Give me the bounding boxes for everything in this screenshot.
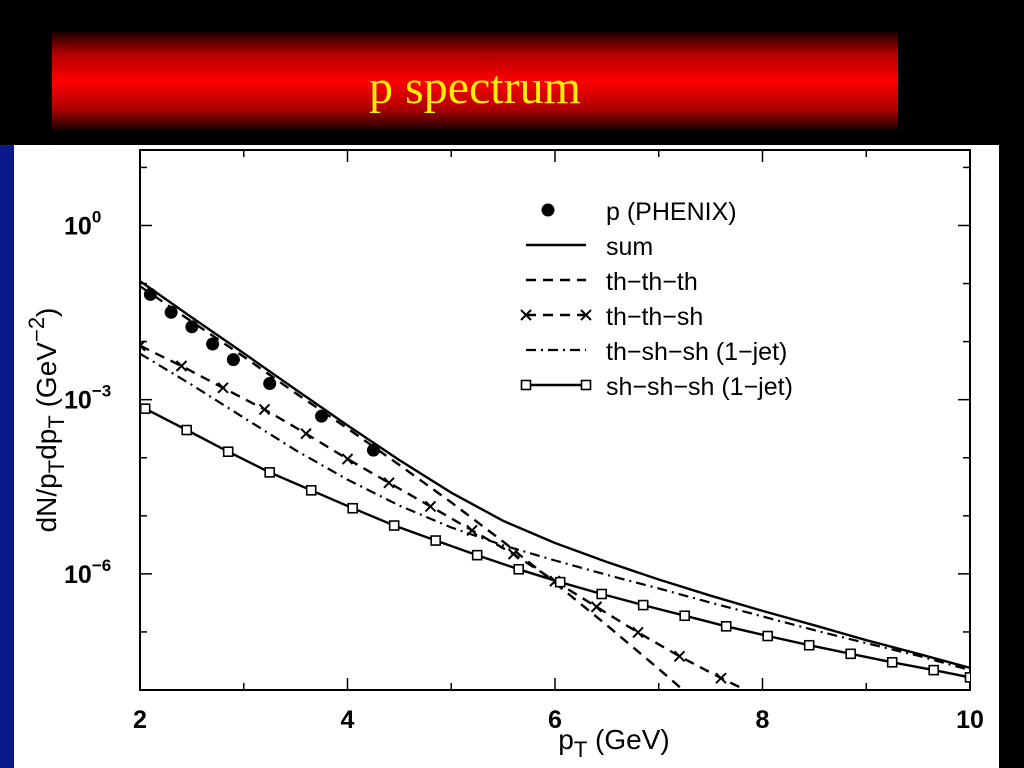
data-point [206,337,220,351]
cross-marker [632,626,644,639]
square-marker [596,588,607,600]
square-marker [430,535,441,546]
data-point [366,443,380,457]
legend-item-p-phenix: p (PHENIX) [541,198,737,226]
x-axis-title: pT (GeV) [558,724,670,762]
y-axis-title-sub2: T [44,415,69,428]
cross-marker [673,650,686,663]
x-axis-title-subscript: T [574,737,587,762]
square-marker [803,639,815,651]
x-axis-title-unit: (GeV) [587,724,669,755]
series-line [140,280,970,670]
title-banner: p spectrum [52,32,898,130]
cross-marker [590,601,603,613]
x-tick-label: 6 [548,706,562,734]
spectrum-chart: 2 4 6 8 10 100 10−3 10−6 p (PHENIX) sum th−th−th t… [24,149,984,762]
y-axis-title-sub1: T [44,460,69,473]
x-axis-title-symbol: p [558,724,574,755]
square-marker [222,446,234,458]
square-marker [388,520,400,531]
legend-label: p (PHENIX) [606,198,737,226]
data-point [541,203,555,217]
legend-label: sum [606,233,653,261]
x-tick-label: 4 [341,706,355,734]
square-marker [520,379,532,391]
legend-item-th-th-sh: th−th−sh [520,303,703,331]
series-th-sh-sh-1-jet [140,352,970,672]
square-marker [554,576,566,588]
series-line [140,285,685,690]
x-tick-label: 10 [956,706,984,734]
y-axis-title-d: ) [31,308,62,317]
slide-title: p spectrum [369,61,581,114]
y-axis-title-c: (GeV [31,342,62,415]
square-marker [845,648,856,660]
y-tick-label: 10−3 [64,382,111,415]
square-marker [720,621,732,632]
series-line [140,344,749,690]
y-tick-label: 10−6 [64,556,111,589]
data-point [263,376,277,390]
series-curves [140,280,970,736]
y-axis-title-exp: −2 [24,317,49,342]
legend-item-sh-sh-sh-1-jet: sh−sh−sh (1−jet) [520,373,793,401]
square-marker [928,664,939,676]
square-marker [762,630,773,642]
slide-left-strip [0,145,14,768]
cross-marker [799,711,809,721]
cross-marker [520,309,532,321]
plot-frame [139,149,971,691]
legend-label: th−th−sh [606,303,703,331]
cross-marker [341,453,354,465]
x-tick-label: 8 [756,706,770,734]
cross-marker [580,309,592,321]
series-sh-sh-sh-1-jet [140,403,970,683]
cross-marker [140,340,146,352]
legend-item-th-th-th: th−th−th [526,268,698,296]
series-line [140,352,970,672]
series-p-phenix [143,287,380,457]
cross-marker [175,360,188,372]
square-marker [181,424,192,436]
square-marker [347,502,358,514]
legend-label: th−sh−sh (1−jet) [606,338,787,366]
cross-marker [383,477,395,489]
legend-label: sh−sh−sh (1−jet) [606,373,793,401]
square-marker [513,563,524,575]
square-marker [140,403,151,414]
y-axis-title-a: dN/p [31,473,62,532]
square-marker [679,610,690,622]
square-marker [637,599,649,611]
square-marker [264,467,275,478]
cross-marker [758,693,768,703]
cross-marker [217,382,229,394]
cross-marker [841,726,851,736]
series-sum [140,280,970,670]
square-marker [471,549,483,561]
data-point [185,320,199,334]
series-th-th-th [140,285,685,690]
square-marker [580,379,592,391]
cross-marker [507,548,520,560]
legend-item-th-sh-sh-1-jet: th−sh−sh (1−jet) [526,338,787,366]
square-marker [305,484,317,496]
legend: p (PHENIX) sum th−th−th th−th−sh th−sh−sh (1… [520,198,793,401]
y-axis-title: dN/pTdpT (GeV−2) [24,308,69,533]
cross-marker [715,672,727,684]
data-point [226,353,240,367]
plot-panel: 2 4 6 8 10 100 10−3 10−6 p (PHENIX) sum th−th−th t… [14,145,999,768]
axis-ticks [139,150,971,691]
tick-labels: 2 4 6 8 10 100 10−3 10−6 [64,207,984,734]
cross-marker [258,403,271,416]
legend-item-sum: sum [526,233,653,261]
square-marker [964,672,970,683]
y-tick-label: 100 [64,207,101,240]
cross-marker [300,427,312,440]
y-axis-title-b: dp [31,429,62,460]
x-tick-label: 2 [133,706,147,734]
square-marker [886,656,898,668]
cross-marker [424,500,437,513]
legend-label: th−th−th [606,268,698,296]
